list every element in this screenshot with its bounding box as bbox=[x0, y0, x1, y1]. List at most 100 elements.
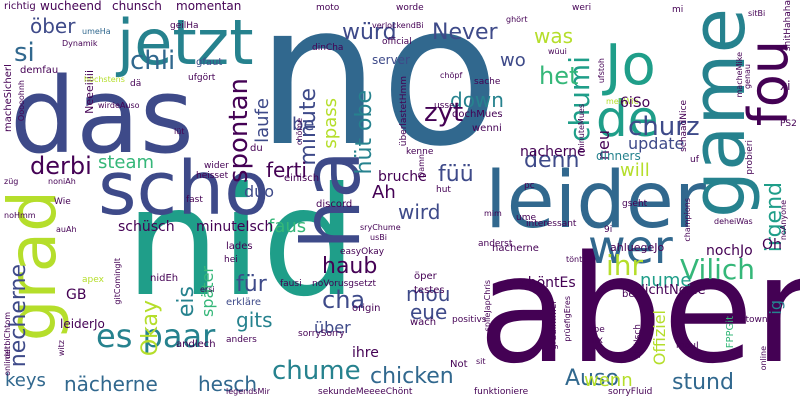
word-churz: churz bbox=[628, 112, 700, 142]
word-scho: scho bbox=[98, 146, 270, 232]
word-hut: hut bbox=[436, 185, 451, 195]
word-demfau: demfau bbox=[20, 65, 59, 76]
word-choeme: chöme bbox=[295, 118, 304, 146]
word-update: update bbox=[628, 134, 685, 153]
word-minuteisch: minuteIsch bbox=[196, 219, 274, 235]
word-positivs: positivs bbox=[452, 315, 487, 325]
word-uf: uf bbox=[690, 155, 699, 165]
word-toent: tönt bbox=[566, 255, 583, 264]
word-server: server bbox=[372, 53, 410, 67]
word-testes: testes bbox=[414, 285, 445, 296]
word-eue: eue bbox=[410, 300, 448, 324]
word-naecherne-small: nacherne bbox=[492, 243, 539, 254]
word-nideh: nidEh bbox=[150, 273, 179, 284]
word-sit: sit bbox=[476, 357, 486, 366]
word-ufgoert: ufgört bbox=[188, 73, 216, 83]
word-oepper: öper bbox=[414, 271, 437, 282]
word-keys: keys bbox=[5, 370, 46, 391]
word-laufe: laufe bbox=[252, 98, 273, 143]
word-novorussgsetzt: noVorusgsetzt bbox=[312, 279, 376, 289]
word-sache: sache bbox=[474, 77, 501, 87]
word-ebe: ebe bbox=[588, 325, 605, 335]
word-das: das bbox=[10, 55, 194, 177]
word-ersi: ersi bbox=[200, 285, 215, 294]
word-mou: mou bbox=[406, 282, 451, 306]
word-ah: Ah bbox=[372, 182, 396, 203]
word-luet: lüt bbox=[174, 127, 185, 136]
word-spass: spass bbox=[320, 98, 341, 149]
word-srychume: sryChume bbox=[360, 223, 401, 232]
word-usbi: usBi bbox=[370, 233, 387, 242]
word-okay: Okay bbox=[138, 300, 163, 357]
word-einisch: einisch bbox=[284, 173, 320, 184]
word-wenni: wenni bbox=[472, 123, 502, 134]
word-anders: anders bbox=[226, 335, 257, 345]
word-chume: chume bbox=[272, 356, 361, 386]
word-sitbi: sitBi bbox=[748, 9, 766, 18]
word-champions: champions bbox=[683, 198, 692, 242]
word-jo: Jo bbox=[605, 33, 656, 98]
word-schaadnice: schaadNice bbox=[679, 100, 689, 152]
word-chuntes: chöntEs bbox=[520, 275, 576, 291]
word-bruche: bruche bbox=[378, 169, 427, 185]
word-fuer: für bbox=[236, 272, 267, 297]
word-online: online bbox=[759, 346, 768, 371]
word-weri: weri bbox=[572, 3, 592, 13]
word-9i: 9i bbox=[604, 225, 613, 235]
word-du: du bbox=[250, 143, 263, 154]
word-gseht: gseht bbox=[622, 199, 648, 209]
word-ps2: PS2 bbox=[780, 119, 797, 129]
word-chli: chli bbox=[130, 46, 176, 76]
word-deheiwas: deheiWas bbox=[714, 217, 753, 226]
word-gfaut: gfaut bbox=[196, 57, 223, 68]
word-ig: ig bbox=[766, 300, 785, 315]
word-fausi: fausi bbox=[280, 279, 302, 289]
word-shitisch: shitIsch bbox=[633, 324, 643, 359]
word-worde: worde bbox=[396, 3, 424, 13]
word-legendsmir: legendsMir bbox=[226, 387, 270, 396]
word-origin: origin bbox=[352, 303, 381, 314]
word-dochmues: dochMues bbox=[452, 109, 503, 120]
word-be: be bbox=[292, 114, 315, 135]
word-schuesch: schüsch bbox=[118, 219, 175, 235]
word-zyt: zyt bbox=[424, 98, 464, 128]
word-oh: Oh bbox=[762, 237, 782, 253]
word-jetzt: jetzt bbox=[117, 6, 254, 79]
word-mehwie: mehWie bbox=[606, 97, 639, 106]
word-offiziel: Offiziel bbox=[650, 310, 669, 366]
word-genau: genau bbox=[743, 64, 752, 90]
word-umeha: umeHa bbox=[82, 27, 111, 36]
word-anderst: anderst bbox=[478, 239, 513, 249]
word-steam: steam bbox=[98, 152, 155, 173]
word-moui: mouI bbox=[676, 341, 699, 351]
word-eis: eis bbox=[174, 286, 199, 318]
word-discord: discord bbox=[316, 199, 353, 210]
word-mim: mim bbox=[484, 209, 502, 218]
word-verlockendbi: verlockendBi bbox=[372, 21, 424, 30]
word-6iso: 6iSo bbox=[620, 95, 651, 111]
word-ghort: ghört bbox=[506, 15, 528, 24]
word-ume: ume bbox=[516, 213, 537, 223]
word-vilichtnoice: vilichtNoice bbox=[630, 283, 706, 298]
word-shithahaha: shitHahaha bbox=[783, 0, 793, 52]
word-vilich: Vilich bbox=[680, 253, 756, 286]
word-sekundemeeee: sekundeMeeeeChönt bbox=[318, 387, 413, 397]
word-funktioniere: funktioniere bbox=[474, 387, 529, 397]
word-ufstoh: ufstoh bbox=[597, 58, 606, 84]
word-nid: nid bbox=[125, 156, 357, 330]
word-es-paar: es paar bbox=[96, 317, 216, 355]
word-wueui: wüui bbox=[548, 47, 567, 56]
word-no: no bbox=[256, 0, 501, 190]
word-dinchiii: dinCha bbox=[312, 43, 344, 53]
word-nix: nix bbox=[588, 335, 604, 346]
word-andlech: andlech bbox=[176, 339, 216, 350]
word-ahluegejo: ahluegeJo bbox=[610, 241, 665, 254]
word-damn: Damn bbox=[417, 154, 426, 178]
word-erklaere: erkläre bbox=[226, 297, 262, 308]
word-hesch: hesch bbox=[198, 372, 258, 396]
word-wirdeauso: wirdeAuso bbox=[98, 101, 140, 110]
word-never: Never bbox=[432, 20, 498, 45]
word-aber: aber bbox=[478, 224, 800, 396]
word-nochjo: nochJo bbox=[706, 243, 753, 259]
